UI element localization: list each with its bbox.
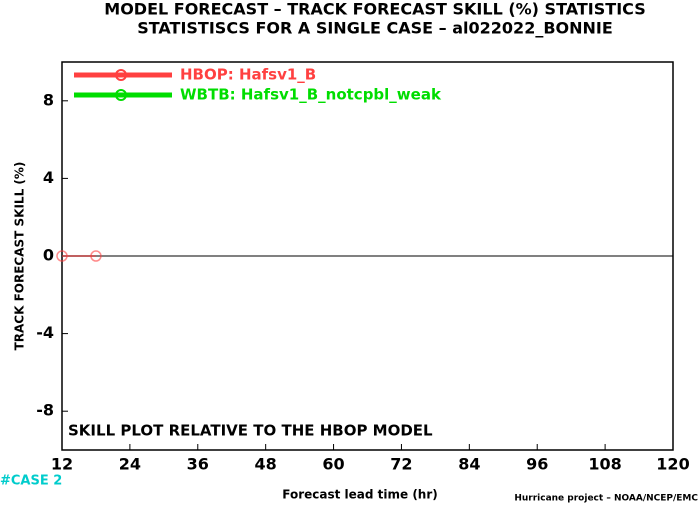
x-tick-label: 120 [656,455,689,474]
chart-subtitle: STATISTISCS FOR A SINGLE CASE – al022022… [137,19,613,38]
series-point [56,250,68,262]
legend-label: WBTB: Hafsv1_B_notcpbl_weak [180,86,442,104]
annotation: SKILL PLOT RELATIVE TO THE HBOP MODEL [68,422,433,440]
x-tick-label: 12 [51,455,73,474]
x-tick-label: 36 [187,455,209,474]
legend-marker [115,69,127,81]
y-axis-label: TRACK FORECAST SKILL (%) [13,162,27,351]
x-tick-label: 24 [119,455,141,474]
y-tick-label: -8 [36,401,54,420]
chart-title: MODEL FORECAST – TRACK FORECAST SKILL (%… [104,0,645,19]
y-tick-label: 4 [43,168,54,187]
case-label: #CASE 2 [0,474,62,489]
y-tick-label: -4 [36,323,54,342]
x-tick-label: 96 [526,455,548,474]
x-tick-label: 108 [588,455,621,474]
x-tick-label: 48 [255,455,277,474]
x-axis-label: Forecast lead time (hr) [282,488,438,502]
y-tick-label: 0 [43,246,54,265]
series-point [90,250,102,262]
legend-label: HBOP: Hafsv1_B [180,66,316,84]
x-tick-label: 60 [322,455,344,474]
credit: Hurricane project – NOAA/NCEP/EMC [514,494,698,504]
x-tick-label: 84 [458,455,480,474]
legend-marker [115,89,127,101]
y-tick-label: 8 [43,90,54,109]
x-tick-label: 72 [390,455,412,474]
